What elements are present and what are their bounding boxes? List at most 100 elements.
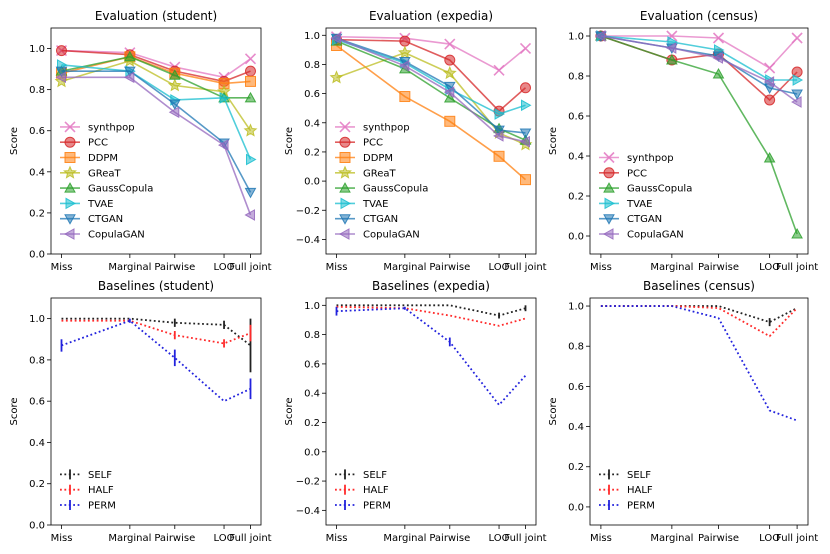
chart-eval-census: Evaluation (census) Score 0.0 0.2 0.4 0.6 0.8 1… <box>548 9 818 273</box>
legend-marker <box>603 167 615 179</box>
data-point <box>168 99 181 111</box>
y-tick-label: 0.2 <box>568 192 584 203</box>
data-point <box>397 45 412 59</box>
legend-item: CopulaGAN <box>335 228 420 241</box>
legend: SELF HALF PERM <box>335 469 391 512</box>
x-tick-label: Full joint <box>229 533 271 544</box>
legend-label: SELF <box>363 470 387 481</box>
chart-base-expedia: Baselines (expedia) Score −0.4 −0.2 0.0 0.2 0.… <box>284 279 547 544</box>
data-point <box>244 187 257 199</box>
data-point <box>791 227 803 239</box>
legend-label: CopulaGAN <box>88 230 145 241</box>
legend-item: SELF <box>335 469 387 481</box>
data-point <box>329 70 344 84</box>
y-tick-label: 1.0 <box>304 31 320 42</box>
x-tick-label: Full joint <box>504 533 546 544</box>
legend-label: PERM <box>88 501 116 512</box>
legend-label: synthpop <box>627 153 674 164</box>
series-half <box>600 305 798 338</box>
data-point <box>443 91 456 103</box>
series-self <box>336 304 527 319</box>
legend-item: GaussCopula <box>60 182 153 195</box>
legend-marker <box>339 152 351 163</box>
x-tick-label: LOO <box>214 262 235 273</box>
data-point <box>243 123 258 137</box>
series-perm <box>335 306 527 407</box>
chart-base-census: Baselines (census) Score 0.0 0.2 0.4 0.6 0.8 1.… <box>548 279 818 544</box>
series-line <box>600 305 798 422</box>
series-ctgan <box>55 66 257 199</box>
plot-frame <box>589 27 809 255</box>
data-point <box>791 96 802 108</box>
y-axis-label: Score <box>284 127 295 155</box>
data-point <box>791 89 803 101</box>
legend-label: CTGAN <box>88 214 123 225</box>
y-tick-label: 0.6 <box>568 112 584 123</box>
y-tick-label: 0.4 <box>29 438 45 449</box>
plot-frame <box>589 297 809 526</box>
legend: SELF HALF PERM <box>60 469 116 512</box>
data-point <box>493 130 504 142</box>
series-ddpm <box>331 39 531 186</box>
data-point <box>665 42 677 54</box>
chart-eval-expedia: Evaluation (expedia) Score −0.4 −0.2 0.0 0.2 0… <box>284 9 547 273</box>
x-tick-label: Miss <box>590 533 612 544</box>
data-point <box>330 32 341 45</box>
y-tick-label: 0.0 <box>29 521 45 532</box>
legend-marker <box>603 151 615 164</box>
y-tick-label: −0.2 <box>296 206 320 217</box>
data-point <box>712 32 725 44</box>
series-line <box>600 305 798 338</box>
y-tick-label: 0.8 <box>29 85 45 96</box>
data-point <box>520 174 531 186</box>
legend-item: GReaT <box>335 165 397 179</box>
x-tick-label: Full joint <box>229 262 271 273</box>
series-line <box>600 35 798 81</box>
legend-item: PCC <box>335 136 383 149</box>
y-tick-label: 1.0 <box>29 314 45 325</box>
series-copulagan <box>330 32 530 148</box>
legend-label: synthpop <box>88 122 135 133</box>
y-tick-label: 0.2 <box>29 208 45 219</box>
legend-item: PERM <box>335 500 391 512</box>
legend-marker <box>64 214 76 225</box>
data-point <box>168 106 180 119</box>
x-tick-label: Miss <box>326 533 348 544</box>
legend-item: CTGAN <box>599 214 662 225</box>
y-tick-label: −0.4 <box>296 235 320 246</box>
y-tick-label: 0.0 <box>304 177 320 188</box>
legend-label: CopulaGAN <box>363 230 420 241</box>
data-point <box>594 30 606 42</box>
x-tick-label: Pairwise <box>429 262 470 273</box>
data-point <box>444 115 456 127</box>
series-copulagan <box>55 71 255 221</box>
legend-label: GReaT <box>88 168 122 179</box>
legend-item: synthpop <box>60 121 135 133</box>
chart-title: Evaluation (expedia) <box>369 9 493 23</box>
legend-label: CTGAN <box>363 214 398 225</box>
legend-label: PERM <box>363 501 391 512</box>
y-tick-label: 0.0 <box>304 447 320 458</box>
data-point <box>245 75 256 87</box>
legend-marker <box>63 165 77 179</box>
x-tick-label: Miss <box>51 533 73 544</box>
data-point <box>244 91 257 103</box>
legend-marker <box>603 182 615 193</box>
data-point <box>168 69 181 80</box>
legend: synthpop PCC GaussCopula TVAE CTGAN CopulaGAN <box>599 151 692 241</box>
data-point <box>444 38 456 50</box>
y-tick-label: 0.4 <box>568 422 584 433</box>
y-tick-label: 0.8 <box>568 72 584 83</box>
data-point <box>763 151 776 163</box>
y-tick-label: 0.2 <box>568 462 584 473</box>
y-tick-label: 0.8 <box>29 355 45 366</box>
legend-item: CTGAN <box>335 214 398 225</box>
data-point <box>791 32 803 44</box>
series-line <box>61 319 251 403</box>
y-tick-label: −0.4 <box>296 506 320 517</box>
legend-item: TVAE <box>335 197 388 210</box>
series-half <box>336 305 526 327</box>
x-tick-label: Full joint <box>776 262 818 273</box>
legend-item: GaussCopula <box>335 182 428 195</box>
